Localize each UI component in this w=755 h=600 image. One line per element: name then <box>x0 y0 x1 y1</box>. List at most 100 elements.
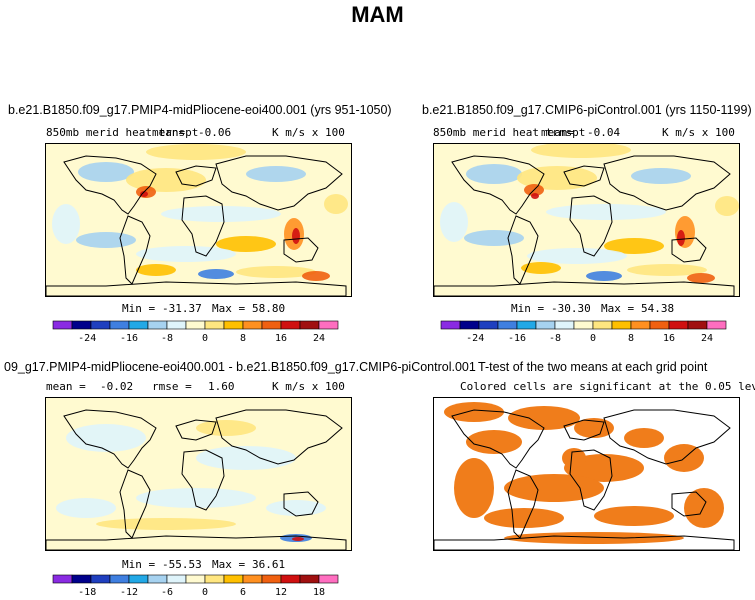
colorbar-box-11 <box>261 320 282 330</box>
colorbar-tick-label-3: 0 <box>202 333 208 344</box>
anomaly-patch-13 <box>198 269 234 279</box>
colorbar-tick-label-5: 12 <box>275 587 287 598</box>
main-title: MAM <box>351 2 404 27</box>
anomaly-patch-3 <box>631 168 691 184</box>
panel-picontrol-colorbar: -24 -16 -8 0 8 16 24 <box>440 320 729 344</box>
map-svg <box>46 409 347 550</box>
colorbar-box-2 <box>90 574 111 584</box>
anomaly-patch-12 <box>136 264 176 276</box>
anomaly-patch-0 <box>531 144 631 158</box>
panel-pliocene-mean-label: mean= <box>152 126 186 139</box>
panel-picontrol-min-value: -30.30 <box>551 302 591 315</box>
anomaly-patch-2 <box>517 166 597 190</box>
anomaly-patch-1 <box>78 162 134 182</box>
colorbar-box-14 <box>318 574 339 584</box>
anomaly-patch-3 <box>266 500 326 516</box>
colorbar-box-12 <box>280 574 301 584</box>
coastline-0 <box>63 409 157 469</box>
panel-picontrol-max-value: 54.38 <box>641 302 675 315</box>
panel-picontrol-units: K m/s x 100 <box>662 126 735 139</box>
colorbar-svg: -24 -16 -8 0 8 16 24 <box>52 320 339 344</box>
colorbar-tick-label-6: 24 <box>313 333 325 344</box>
panel-difference-units: K m/s x 100 <box>272 380 345 393</box>
colorbar-tick-label-0: -24 <box>466 333 484 344</box>
colorbar-tick-label-6: 18 <box>313 587 325 598</box>
colorbar-box-13 <box>299 574 320 584</box>
colorbar-tick-label-3: 0 <box>590 333 596 344</box>
colorbar-box-10 <box>630 320 651 330</box>
colorbar-box-13 <box>299 320 320 330</box>
significant-region-5 <box>504 474 604 502</box>
panel-pliocene-colorbar: -24 -16 -8 0 8 16 24 <box>52 320 341 344</box>
colorbar-box-8 <box>592 320 613 330</box>
anomaly-patch-16 <box>52 204 80 244</box>
panel-picontrol-mean-value: -0.04 <box>587 126 621 139</box>
colorbar-box-12 <box>280 320 301 330</box>
panel-pliocene-variable: 850mb merid heat trnspt <box>46 126 199 139</box>
coastline-3 <box>569 449 613 511</box>
colorbar-box-4 <box>128 320 149 330</box>
significant-region-6 <box>484 508 564 528</box>
colorbar-tick-label-1: -16 <box>508 333 526 344</box>
colorbar-tick-label-2: -8 <box>161 333 173 344</box>
anomaly-patch-6 <box>546 204 666 220</box>
panel-pliocene-units: K m/s x 100 <box>272 126 345 139</box>
anomaly-patch-8 <box>196 420 256 436</box>
colorbar-box-11 <box>649 320 670 330</box>
map-svg <box>46 144 348 296</box>
anomaly-patch-13 <box>586 271 622 281</box>
colorbar-box-1 <box>459 320 480 330</box>
significant-region-8 <box>684 488 724 528</box>
panel-difference-rmse-value: 1.60 <box>208 380 235 393</box>
panel-picontrol-min-label: Min = <box>511 302 545 315</box>
colorbar-box-2 <box>90 320 111 330</box>
panel-pliocene-min-label: Min = <box>122 302 156 315</box>
panel-ttest-map <box>433 397 740 551</box>
colorbar-box-10 <box>242 320 263 330</box>
panel-pliocene-min-value: -31.37 <box>162 302 202 315</box>
colorbar-box-14 <box>318 320 339 330</box>
coastline-3 <box>181 195 225 257</box>
panel-picontrol-max-label: Max = <box>601 302 635 315</box>
anomaly-patch-10 <box>76 232 136 248</box>
significant-region-1 <box>508 406 580 430</box>
coastline-2 <box>563 165 605 187</box>
colorbar-box-9 <box>223 320 244 330</box>
panel-picontrol-variable: 850mb merid heat trnspt <box>433 126 586 139</box>
colorbar-svg: -24 -16 -8 0 8 16 24 <box>440 320 727 344</box>
colorbar-box-9 <box>223 574 244 584</box>
panel-difference-max-value: 36.61 <box>252 558 286 571</box>
panel-difference-rmse-label: rmse = <box>152 380 192 393</box>
significant-region-13 <box>562 448 586 468</box>
panel-pliocene-map <box>45 143 352 297</box>
coastline-5 <box>671 491 707 517</box>
anomaly-patch-6 <box>161 206 281 222</box>
coastline-2 <box>175 165 217 187</box>
anomaly-patch-0 <box>66 424 146 452</box>
significant-region-10 <box>454 458 494 518</box>
coastline-4 <box>215 409 343 465</box>
colorbar-tick-label-1: -12 <box>120 587 138 598</box>
anomaly-patch-9 <box>292 228 300 244</box>
colorbar-box-7 <box>185 320 206 330</box>
panel-difference-title: 09_g17.PMIP4-midPliocene-eoi400.001 - b.… <box>4 360 476 374</box>
colorbar-tick-label-3: 0 <box>202 587 208 598</box>
anomaly-patch-0 <box>146 144 246 160</box>
panel-pliocene-max-label: Max = <box>212 302 246 315</box>
colorbar-box-10 <box>242 574 263 584</box>
anomaly-patch-14 <box>236 266 316 278</box>
anomaly-patch-10 <box>464 230 524 246</box>
colorbar-box-3 <box>109 320 130 330</box>
significant-region-2 <box>466 430 522 454</box>
panel-pliocene-max-value: 58.80 <box>252 302 286 315</box>
colorbar-box-0 <box>52 574 73 584</box>
panel-ttest-subtitle: Colored cells are significant at the 0.0… <box>460 380 755 393</box>
anomaly-patch-3 <box>246 166 306 182</box>
anomaly-patch-17 <box>324 194 348 214</box>
colorbar-tick-label-2: -8 <box>549 333 561 344</box>
colorbar-box-4 <box>516 320 537 330</box>
coastline-1 <box>119 469 151 539</box>
significant-region-9 <box>594 506 674 526</box>
colorbar-box-12 <box>668 320 689 330</box>
anomaly-patch-11 <box>136 246 236 262</box>
